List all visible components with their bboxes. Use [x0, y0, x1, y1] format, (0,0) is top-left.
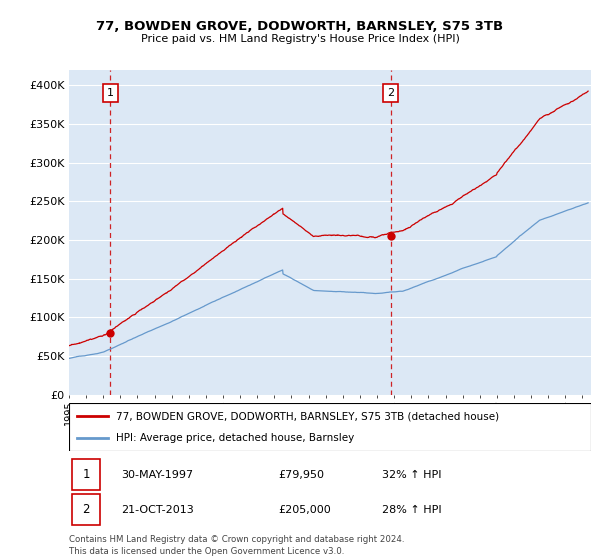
Text: Contains HM Land Registry data © Crown copyright and database right 2024.
This d: Contains HM Land Registry data © Crown c… — [69, 535, 404, 556]
Text: 21-OCT-2013: 21-OCT-2013 — [121, 505, 194, 515]
Bar — [71, 459, 100, 490]
Text: 1: 1 — [107, 88, 114, 98]
Text: 2: 2 — [388, 88, 394, 98]
Text: 77, BOWDEN GROVE, DODWORTH, BARNSLEY, S75 3TB: 77, BOWDEN GROVE, DODWORTH, BARNSLEY, S7… — [97, 20, 503, 32]
Text: 30-MAY-1997: 30-MAY-1997 — [121, 470, 193, 479]
Text: 2: 2 — [82, 503, 90, 516]
Text: 32% ↑ HPI: 32% ↑ HPI — [382, 470, 442, 479]
Bar — [71, 494, 100, 525]
Text: Price paid vs. HM Land Registry's House Price Index (HPI): Price paid vs. HM Land Registry's House … — [140, 34, 460, 44]
Text: £205,000: £205,000 — [278, 505, 331, 515]
Text: £79,950: £79,950 — [278, 470, 324, 479]
Text: 1: 1 — [82, 468, 90, 481]
Text: 77, BOWDEN GROVE, DODWORTH, BARNSLEY, S75 3TB (detached house): 77, BOWDEN GROVE, DODWORTH, BARNSLEY, S7… — [116, 411, 499, 421]
Text: HPI: Average price, detached house, Barnsley: HPI: Average price, detached house, Barn… — [116, 433, 354, 443]
Text: 28% ↑ HPI: 28% ↑ HPI — [382, 505, 442, 515]
